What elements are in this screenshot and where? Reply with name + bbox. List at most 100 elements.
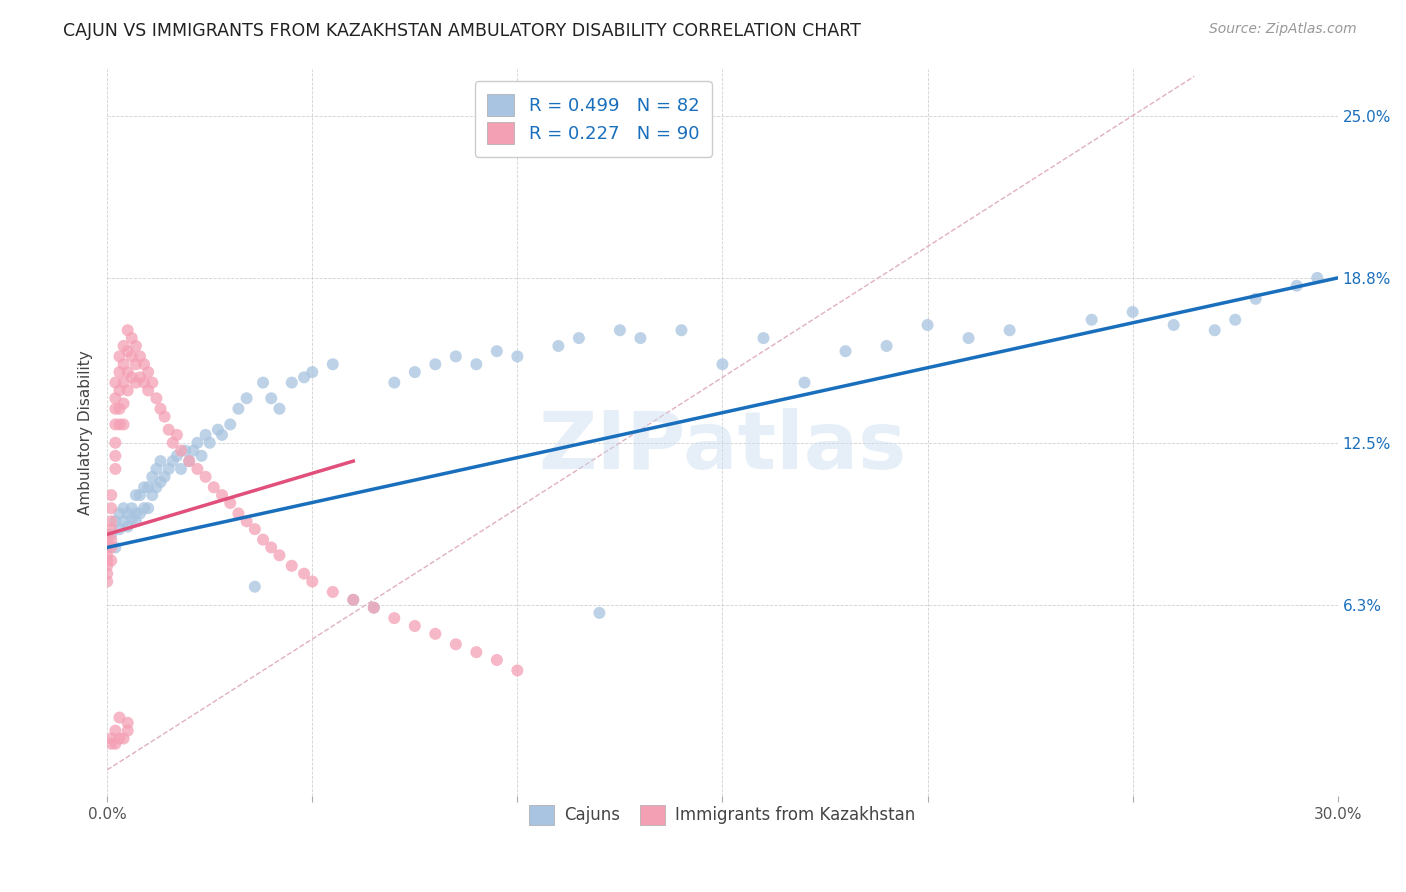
Point [322,357,344,371]
Point [125,488,148,502]
Point [219,496,242,510]
Point [207,423,229,437]
Point [141,376,163,390]
Point [112,501,135,516]
Point [104,376,127,390]
Point [198,435,221,450]
Point [117,365,139,379]
Point [465,645,488,659]
Point [1285,278,1308,293]
Point [269,549,291,563]
Point [104,392,127,406]
Point [1204,323,1226,337]
Point [194,470,217,484]
Point [112,339,135,353]
Point [252,376,274,390]
Point [170,443,193,458]
Point [1244,292,1267,306]
Point [136,501,159,516]
Text: Source: ZipAtlas.com: Source: ZipAtlas.com [1209,22,1357,37]
Point [506,664,529,678]
Point [917,318,939,332]
Point [117,344,139,359]
Point [301,365,323,379]
Point [425,627,447,641]
Point [425,357,447,371]
Legend: Cajuns, Immigrants from Kazakhstan: Cajuns, Immigrants from Kazakhstan [519,795,925,835]
Point [179,454,201,468]
Point [260,392,283,406]
Point [125,357,148,371]
Point [235,392,257,406]
Point [141,488,163,502]
Point [100,522,122,536]
Text: CAJUN VS IMMIGRANTS FROM KAZAKHSTAN AMBULATORY DISABILITY CORRELATION CHART: CAJUN VS IMMIGRANTS FROM KAZAKHSTAN AMBU… [63,22,860,40]
Point [194,428,217,442]
Point [108,350,131,364]
Point [609,323,631,337]
Point [243,580,266,594]
Point [179,454,201,468]
Point [121,370,143,384]
Point [96,553,118,567]
Point [96,566,118,581]
Point [100,731,122,746]
Point [382,611,405,625]
Point [132,376,155,390]
Point [957,331,980,345]
Point [129,370,152,384]
Point [465,357,488,371]
Point [141,470,163,484]
Point [136,480,159,494]
Point [136,365,159,379]
Point [252,533,274,547]
Point [104,541,127,555]
Point [108,507,131,521]
Point [145,462,167,476]
Point [96,549,118,563]
Point [145,480,167,494]
Point [149,401,172,416]
Point [876,339,898,353]
Point [100,527,122,541]
Point [260,541,283,555]
Point [162,435,184,450]
Point [219,417,242,432]
Point [100,541,122,555]
Point [129,350,152,364]
Point [269,401,291,416]
Point [104,462,127,476]
Point [157,423,180,437]
Point [129,507,152,521]
Point [170,462,193,476]
Point [1122,305,1144,319]
Point [711,357,734,371]
Point [628,331,651,345]
Point [166,449,188,463]
Point [100,488,122,502]
Point [181,443,204,458]
Point [121,511,143,525]
Point [235,514,257,528]
Point [588,606,610,620]
Point [96,527,118,541]
Text: ZIPatlas: ZIPatlas [538,408,907,486]
Point [342,592,364,607]
Point [301,574,323,589]
Point [104,435,127,450]
Point [117,323,139,337]
Point [292,370,315,384]
Point [998,323,1021,337]
Point [211,428,233,442]
Point [121,501,143,516]
Point [162,454,184,468]
Point [132,480,155,494]
Point [793,376,815,390]
Point [444,637,467,651]
Point [190,449,212,463]
Point [153,470,176,484]
Point [281,376,304,390]
Point [112,396,135,410]
Point [485,653,508,667]
Point [108,417,131,432]
